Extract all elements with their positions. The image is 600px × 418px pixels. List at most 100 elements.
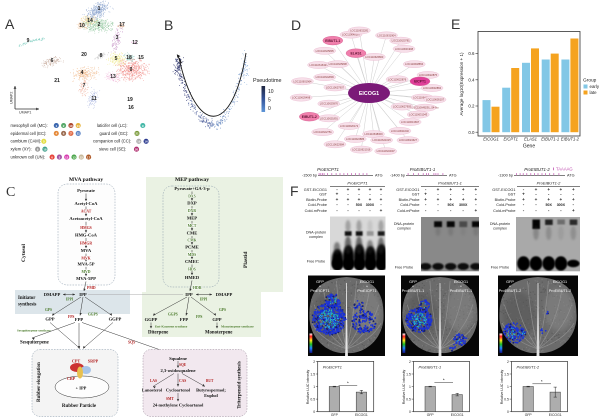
svg-text:LOC110622886: LOC110622886: [346, 137, 365, 141]
svg-text:Sesquiterpene synthase: Sesquiterpene synthase: [17, 329, 51, 333]
svg-text:+: +: [475, 187, 478, 192]
svg-text:Squalene: Squalene: [169, 356, 187, 361]
svg-text:+: +: [460, 285, 463, 289]
svg-text:-: -: [523, 187, 525, 192]
svg-text:+: +: [547, 187, 550, 192]
svg-text:MCT: MCT: [188, 224, 197, 228]
svg-text:+: +: [560, 197, 563, 202]
svg-text:unknown cell (UN):: unknown cell (UN):: [11, 155, 46, 160]
svg-text:+: +: [336, 197, 339, 202]
svg-text:-: -: [425, 187, 427, 192]
svg-text:-: -: [347, 192, 349, 197]
svg-text:LOC110627905: LOC110627905: [393, 105, 412, 109]
svg-text:EIBUT1-1: EIBUT1-1: [541, 137, 559, 142]
svg-text:laticifer cell (LC):: laticifer cell (LC):: [97, 123, 127, 128]
svg-text:300X: 300X: [557, 203, 566, 207]
svg-text:LOC110622751: LOC110622751: [314, 130, 333, 134]
svg-text:GPP: GPP: [212, 317, 221, 322]
svg-text:LOC110611640: LOC110611640: [391, 129, 409, 133]
svg-text:ProEIBUT1-1: ProEIBUT1-1: [402, 289, 425, 293]
svg-text:-: -: [573, 192, 575, 197]
svg-text:mesophyll cell (MC):: mesophyll cell (MC):: [11, 123, 48, 128]
svg-text:0.4: 0.4: [468, 77, 475, 82]
svg-text:Triterpenoid synthesis: Triterpenoid synthesis: [238, 361, 243, 409]
svg-text:CMK: CMK: [187, 238, 196, 242]
svg-text:GST: GST: [319, 193, 327, 197]
svg-text:LOC110613697: LOC110613697: [401, 120, 420, 124]
svg-text:EICOG1: EICOG1: [483, 137, 498, 142]
svg-text:LOC110621016: LOC110621016: [352, 148, 371, 152]
svg-text:-: -: [548, 208, 550, 213]
svg-text:9: 9: [142, 124, 144, 128]
svg-text:1: 1: [313, 385, 315, 389]
svg-text:EICPT1: EICPT1: [414, 80, 426, 84]
svg-text:xylem (XY):: xylem (XY):: [11, 147, 32, 152]
svg-text:guard cell (GC):: guard cell (GC):: [100, 131, 129, 136]
svg-text:GST-EICOG1: GST-EICOG1: [396, 188, 419, 192]
svg-text:LOC110626803: LOC110626803: [365, 55, 384, 59]
svg-text:ProEICPT1: ProEICPT1: [347, 181, 367, 186]
svg-text:MVA pathway: MVA pathway: [69, 177, 103, 183]
svg-text:9: 9: [27, 38, 30, 44]
svg-text:HMED: HMED: [185, 275, 200, 280]
svg-text:B: B: [164, 17, 173, 33]
svg-text:ATG: ATG: [375, 174, 383, 178]
svg-text:MVA: MVA: [81, 248, 92, 253]
svg-text:FPP: FPP: [180, 317, 189, 322]
svg-text:CAS: CAS: [179, 379, 186, 383]
svg-text:TAAAAG: TAAAAG: [556, 167, 573, 172]
svg-text:Average log10(Expression + 1): Average log10(Expression + 1): [459, 52, 464, 116]
svg-text:complex: complex: [309, 235, 323, 239]
svg-text:LOC110620781: LOC110620781: [392, 39, 411, 43]
svg-text:ProEIBUT1-2: ProEIBUT1-2: [537, 181, 562, 186]
svg-text:LOC110638009: LOC110638009: [364, 132, 383, 136]
svg-text:CBP: CBP: [67, 376, 76, 381]
svg-text:-: -: [437, 202, 439, 207]
svg-text:Biotin-Probe: Biotin-Probe: [306, 198, 327, 202]
svg-text:Free Probe: Free Probe: [491, 266, 509, 270]
svg-text:15: 15: [80, 155, 84, 159]
svg-text:300X: 300X: [459, 203, 468, 207]
svg-text:CMEC: CMEC: [185, 259, 199, 264]
svg-text:-: -: [462, 192, 464, 197]
svg-text:+: +: [380, 187, 383, 192]
svg-text:-: -: [380, 192, 382, 197]
svg-text:13: 13: [72, 155, 76, 159]
svg-text:-: -: [548, 192, 550, 197]
svg-text:epidermal cell (EC):: epidermal cell (EC):: [11, 131, 47, 136]
svg-text:0.5: 0.5: [310, 398, 315, 402]
svg-text:LOC110648291_S4-No: LOC110648291_S4-No: [412, 106, 439, 110]
svg-text:17: 17: [87, 155, 91, 159]
svg-text:*: *: [347, 380, 349, 385]
svg-text:Free Probe: Free Probe: [307, 260, 325, 264]
svg-text:EICOG1: EICOG1: [451, 413, 464, 417]
svg-text:1.5: 1.5: [310, 372, 315, 376]
svg-text:FPP: FPP: [75, 317, 84, 322]
svg-text:ACAT: ACAT: [81, 210, 92, 214]
svg-text:1: 1: [55, 124, 57, 128]
svg-text:1.5: 1.5: [504, 372, 509, 376]
svg-text:Cold-mProbe: Cold-mProbe: [305, 209, 327, 213]
svg-text:16: 16: [144, 140, 148, 144]
svg-text:LOC110624627: LOC110624627: [399, 138, 418, 142]
svg-text:+: +: [347, 187, 350, 192]
svg-text:EIBUT1-2: EIBUT1-2: [561, 137, 580, 142]
svg-text:0.6: 0.6: [468, 51, 475, 56]
svg-text:10: 10: [268, 89, 274, 95]
svg-text:LOC110622809: LOC110622809: [316, 75, 335, 79]
svg-text:DXP: DXP: [187, 201, 197, 206]
svg-text:LOC110631908: LOC110631908: [395, 47, 414, 51]
svg-text:0: 0: [51, 155, 53, 159]
svg-text:-: -: [535, 208, 537, 213]
svg-text:cambium (CAM):: cambium (CAM):: [11, 139, 42, 144]
svg-text:+: +: [462, 187, 465, 192]
svg-text:+: +: [366, 285, 369, 289]
svg-text:Cold-Probe: Cold-Probe: [496, 203, 515, 207]
svg-text:CME: CME: [187, 231, 198, 236]
svg-text:MVD: MVD: [81, 270, 90, 274]
svg-text:GFP: GFP: [525, 413, 533, 417]
svg-text:0: 0: [130, 67, 133, 73]
svg-text:2: 2: [98, 22, 101, 28]
svg-text:7: 7: [83, 83, 86, 89]
svg-text:GFP: GFP: [409, 280, 417, 284]
